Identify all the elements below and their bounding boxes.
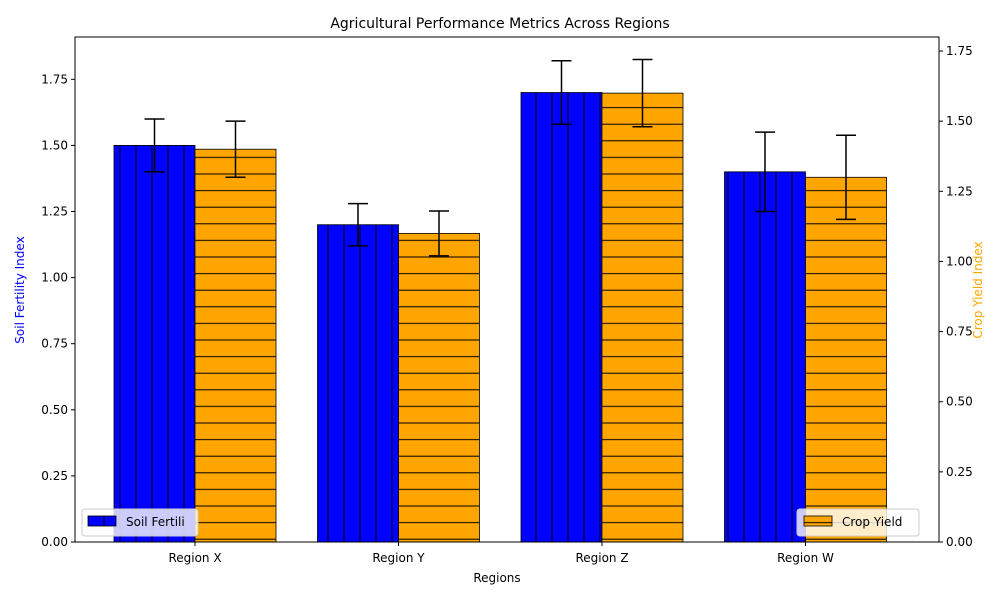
right-tick-label: 1.50	[946, 114, 973, 128]
right-tick-label: 1.25	[946, 184, 973, 198]
chart-title: Agricultural Performance Metrics Across …	[330, 16, 669, 32]
bar-crop-yield-region-y	[398, 232, 480, 543]
left-tick-label: 1.25	[41, 205, 68, 219]
left-tick-label: 1.00	[41, 271, 68, 285]
legend-swatch-crop-yield	[803, 515, 833, 527]
x-tick-label: Region Y	[372, 551, 425, 565]
x-tick-label: Region W	[777, 551, 834, 565]
left-tick-label: 1.75	[41, 72, 68, 86]
left-tick-label: 0.00	[41, 535, 68, 549]
bar-crop-yield-region-w	[805, 176, 887, 543]
bar-crop-yield-region-x	[194, 148, 277, 543]
plot-frame	[74, 36, 940, 543]
left-tick-label: 0.75	[41, 337, 68, 351]
right-tick-label: 0.00	[946, 535, 973, 549]
bar-soil-fertility-region-y	[317, 224, 399, 543]
x-tick-label: Region X	[168, 551, 221, 565]
x-tick-label: Region Z	[575, 551, 628, 565]
right-tick-label: 0.75	[946, 325, 973, 339]
right-tick-label: 0.25	[946, 465, 973, 479]
legend-crop-yield: Crop Yield	[796, 508, 920, 537]
left-axis-label: Soil Fertility Index	[13, 236, 27, 343]
legend-swatch-soil-fertility	[87, 515, 117, 527]
bar-soil-fertility-region-w	[724, 171, 806, 543]
bar-crop-yield-region-z	[601, 92, 684, 543]
bars-layer	[113, 92, 887, 543]
right-tick-label: 1.75	[946, 44, 973, 58]
left-tick-label: 0.25	[41, 469, 68, 483]
x-axis-label: Regions	[473, 571, 520, 585]
left-axis-ticks: 0.00 0.25 0.50 0.75 1.00 1.25 1.50 1.75	[41, 72, 75, 549]
legend-label-soil-fertility: Soil Fertili	[126, 515, 185, 529]
error-bars-layer	[144, 58, 856, 257]
legend-soil-fertility: Soil Fertili	[81, 508, 199, 537]
right-tick-label: 1.00	[946, 254, 973, 268]
left-tick-label: 1.50	[41, 138, 68, 152]
bar-soil-fertility-region-z	[520, 92, 603, 543]
x-axis-ticks: Region X Region Y Region Z Region W	[168, 542, 834, 565]
left-tick-label: 0.50	[41, 403, 68, 417]
bar-soil-fertility-region-x	[113, 145, 196, 543]
right-axis-ticks: 0.00 0.25 0.50 0.75 1.00 1.25 1.50 1.75	[939, 44, 973, 549]
right-axis-label: Crop Yield Index	[971, 241, 985, 338]
right-tick-label: 0.50	[946, 395, 973, 409]
legend-label-crop-yield: Crop Yield	[842, 515, 902, 529]
